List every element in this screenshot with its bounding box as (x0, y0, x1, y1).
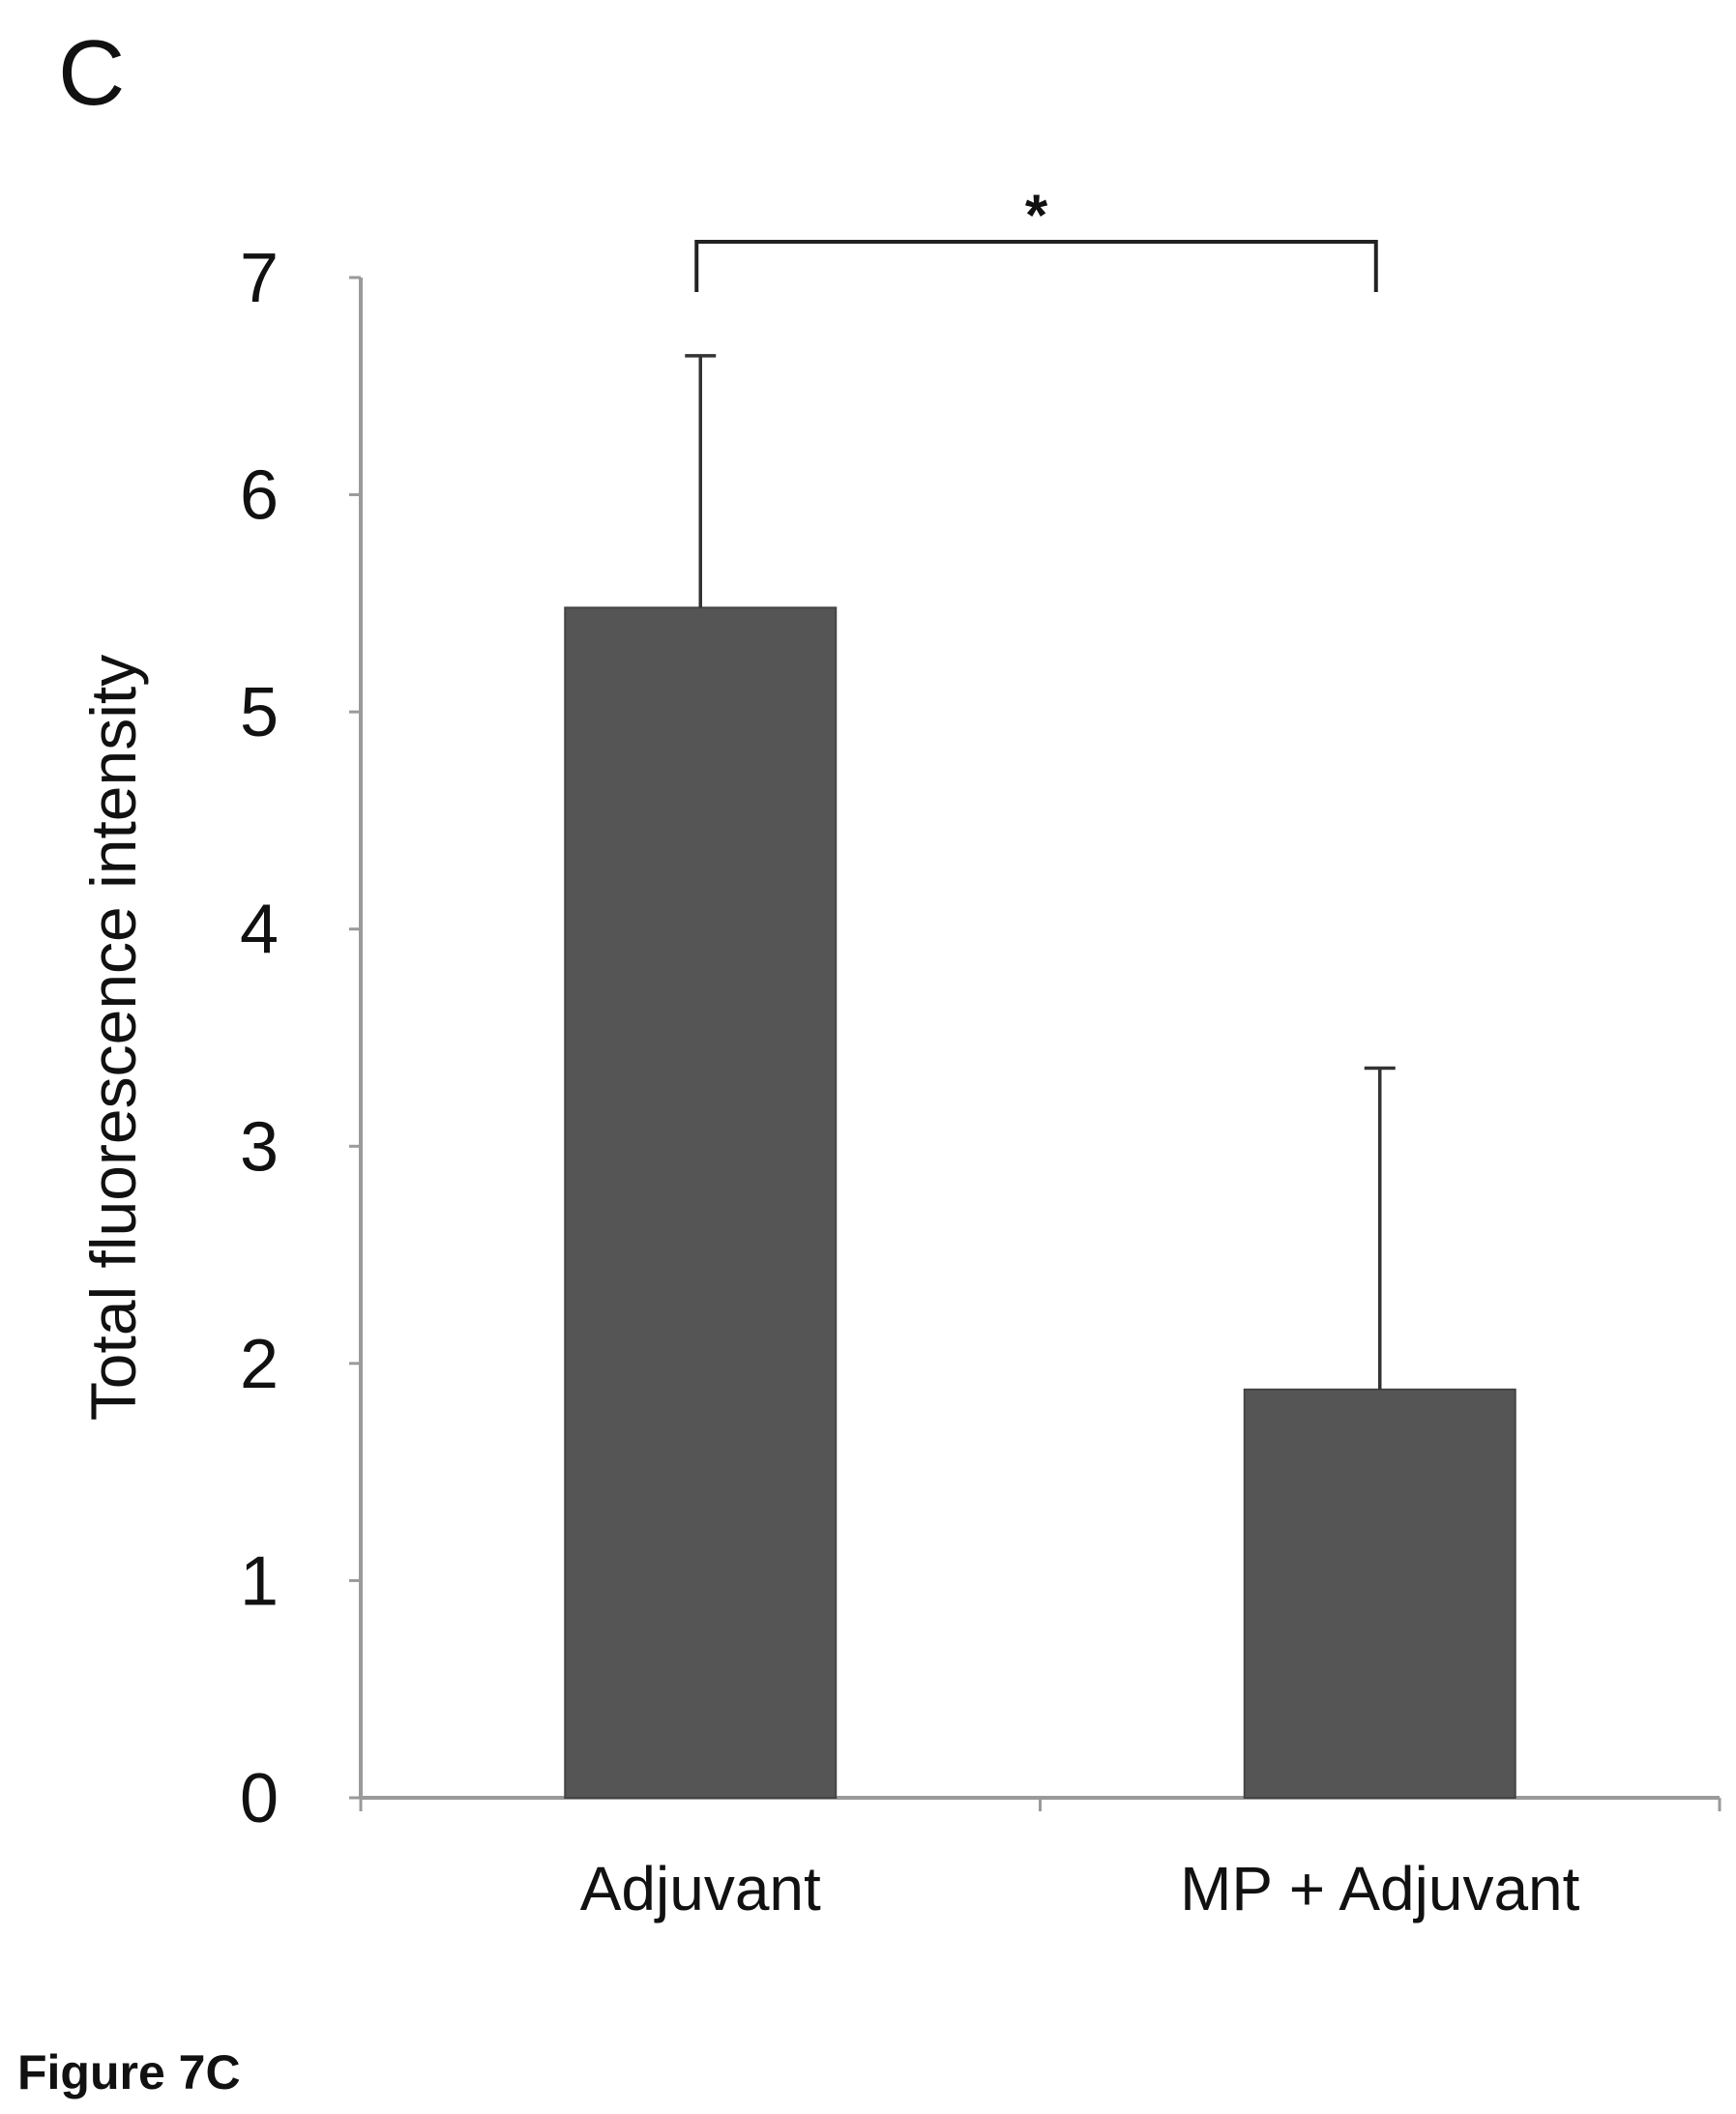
category-label: MP + Adjuvant (1180, 1854, 1580, 1923)
significance-marker: * (1025, 183, 1048, 248)
bar (564, 606, 838, 1800)
y-tick-label: 1 (240, 1542, 279, 1620)
bar (1243, 1388, 1516, 1799)
y-tick-label: 0 (240, 1760, 279, 1837)
category-label: Adjuvant (580, 1854, 821, 1923)
y-axis-title: Total fluorescence intensity (77, 655, 149, 1421)
annotation-layer: * (694, 183, 1378, 292)
axes-layer: 0 1 2 3 4 5 6 7 Total fluorescence intensity (77, 240, 1721, 1837)
y-tick-label: 4 (240, 892, 279, 969)
y-tick-label: 2 (240, 1326, 279, 1403)
figure-caption: Figure 7C (17, 2045, 241, 2099)
y-tick-label: 3 (240, 1108, 279, 1186)
y-tick-label: 7 (240, 240, 279, 317)
bars-layer: Adjuvant MP + Adjuvant (564, 354, 1580, 1923)
y-tick-label: 5 (240, 674, 279, 751)
significance-bracket (694, 240, 1378, 292)
panel-label: C (58, 21, 125, 125)
y-tick-label: 6 (240, 457, 279, 535)
